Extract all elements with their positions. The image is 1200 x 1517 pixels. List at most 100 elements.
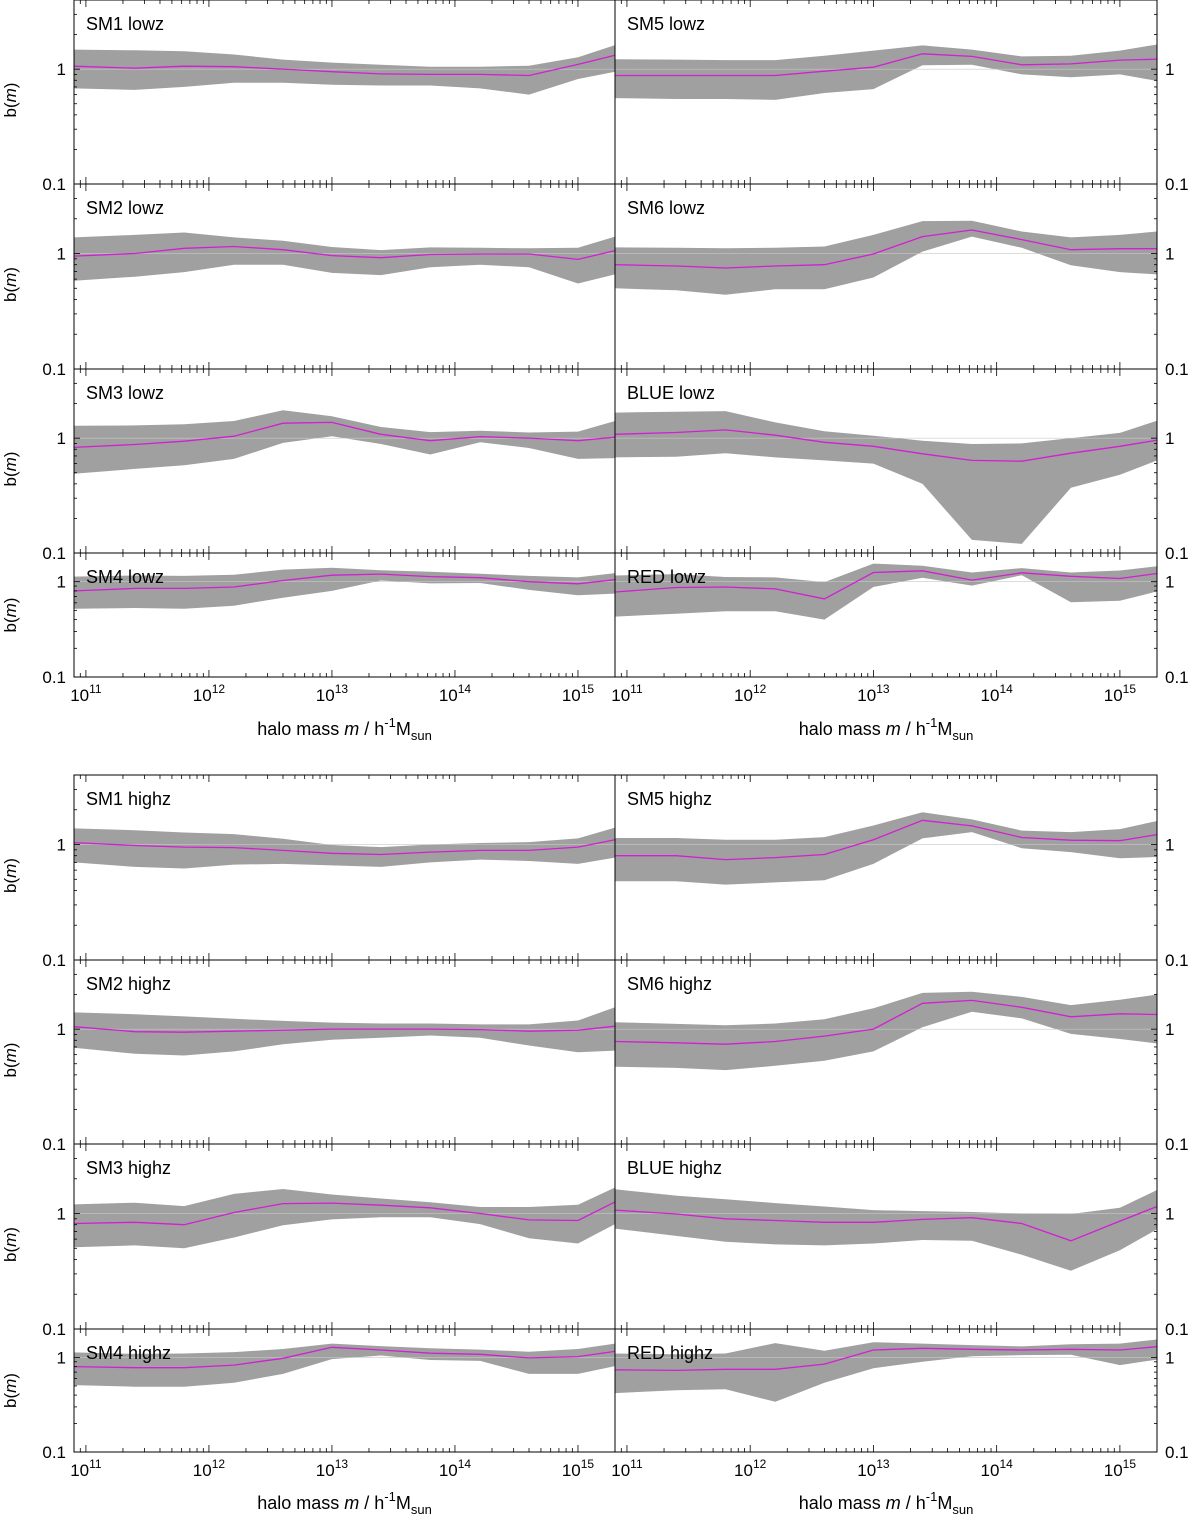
x-label-unit: / h (364, 719, 384, 739)
y-label-prefix: b( (1, 287, 20, 302)
x-tick-exp: 15 (581, 1457, 595, 1471)
x-label-text: halo mass (257, 719, 339, 739)
x-tick-exp: 11 (630, 1457, 643, 1471)
x-tick-exp: 14 (458, 682, 472, 696)
y-tick-label: 0.1 (1165, 951, 1189, 970)
y-tick-label: 0.1 (1165, 544, 1189, 563)
confidence-band (74, 232, 615, 284)
confidence-band (615, 563, 1157, 620)
panel-title: BLUE lowz (627, 383, 715, 403)
x-tick-label: 1015 (562, 682, 595, 705)
y-label-prefix: b( (1, 102, 20, 117)
x-axis-label: halo mass m / h-1Msun (257, 1489, 432, 1517)
x-tick-base: 10 (857, 1461, 876, 1480)
panel-title: SM2 highz (86, 974, 171, 994)
y-tick-label: 1 (57, 429, 66, 448)
panel: 1 0.1 SM6 lowz (614, 183, 1189, 379)
x-tick-label: 1015 (1104, 1457, 1137, 1480)
median-line (615, 53, 1158, 77)
panel: 1 0.1 b(m) SM2 highz (1, 959, 616, 1154)
y-label-suffix: ) (1, 83, 20, 89)
x-axis-label: halo mass m / h-1Msun (799, 715, 974, 743)
panel: 1 0.1 b(m) SM3 lowz (1, 368, 616, 563)
x-tick-base: 10 (611, 1461, 630, 1480)
x-axis-label: halo mass m / h-1Msun (257, 715, 432, 743)
x-tick-label: 1012 (193, 682, 226, 705)
y-label-prefix: b( (1, 1247, 20, 1262)
panel: 1 0.1 b(m) SM2 lowz (1, 183, 616, 379)
confidence-band (74, 45, 615, 95)
y-tick-label: 0.1 (42, 544, 66, 563)
y-tick-label: 0.1 (42, 1443, 66, 1462)
y-label-prefix: b( (1, 1393, 20, 1408)
panel-title: SM6 highz (627, 974, 712, 994)
x-label-sub: sun (952, 1502, 973, 1517)
x-label-unit: / h (364, 1493, 384, 1513)
x-tick-base: 10 (981, 686, 1000, 705)
panel-title: SM5 highz (627, 789, 712, 809)
y-label-var: m (1, 864, 20, 878)
confidence-band (615, 1189, 1157, 1271)
x-tick-base: 10 (734, 1461, 753, 1480)
y-tick-label: 1 (57, 245, 66, 264)
confidence-band (74, 1007, 615, 1056)
x-label-unit: / h (906, 719, 926, 739)
y-tick-label: 0.1 (1165, 1320, 1189, 1339)
y-tick-label: 1 (1165, 245, 1174, 264)
x-label-var: m (344, 1493, 359, 1513)
x-tick-base: 10 (1104, 686, 1123, 705)
x-tick-exp: 14 (458, 1457, 472, 1471)
x-tick-base: 10 (193, 686, 212, 705)
y-label-prefix: b( (1, 1062, 20, 1077)
x-tick-base: 10 (562, 686, 581, 705)
x-label-M: M (937, 719, 952, 739)
median-line (73, 421, 616, 449)
y-tick-label: 1 (57, 573, 66, 592)
x-label-exp: -1 (926, 1489, 938, 1504)
y-tick-label: 0.1 (42, 1135, 66, 1154)
x-tick-label: 1015 (1104, 682, 1137, 705)
panel-frame (614, 1328, 1158, 1453)
panel-title: SM1 highz (86, 789, 171, 809)
y-tick-label: 0.1 (42, 360, 66, 379)
panel: 1 0.1 b(m) SM3 highz (1, 1143, 616, 1339)
median-line (614, 229, 1157, 269)
x-axis-label: halo mass m / h-1Msun (799, 1489, 974, 1517)
x-tick-exp: 13 (876, 682, 890, 696)
x-tick-base: 10 (193, 1461, 212, 1480)
panel: 1 0.1 SM5 highz (614, 774, 1189, 970)
x-tick-exp: 11 (89, 682, 102, 696)
x-label-text: halo mass (799, 719, 881, 739)
y-tick-label: 0.1 (42, 668, 66, 687)
panel: 1 0.1 b(m) SM1 lowz (1, 0, 616, 194)
y-tick-label: 0.1 (42, 175, 66, 194)
median-line (73, 839, 616, 856)
panel: 1 0.1 SM6 highz (614, 959, 1189, 1154)
median-line (73, 1201, 616, 1226)
y-axis-label: b(m) (1, 598, 20, 633)
y-label-var: m (1, 273, 20, 287)
x-tick-label: 1013 (316, 682, 349, 705)
x-tick-base: 10 (611, 686, 630, 705)
median-line (73, 54, 616, 77)
y-axis-label: b(m) (1, 1227, 20, 1262)
confidence-band (74, 410, 615, 474)
panel-title: SM4 lowz (86, 567, 164, 587)
panel-title: SM5 lowz (627, 14, 705, 34)
y-tick-label: 0.1 (1165, 1443, 1189, 1462)
y-tick-label: 1 (1165, 1020, 1174, 1039)
panel-frame (614, 552, 1158, 678)
x-tick-exp: 12 (753, 682, 767, 696)
x-tick-label: 1012 (734, 1457, 767, 1480)
y-tick-label: 0.1 (1165, 668, 1189, 687)
y-label-suffix: ) (1, 1043, 20, 1049)
x-tick-exp: 14 (999, 682, 1013, 696)
y-axis-label: b(m) (1, 267, 20, 302)
panel-title: SM6 lowz (627, 198, 705, 218)
x-label-M: M (937, 1493, 952, 1513)
x-tick-base: 10 (562, 1461, 581, 1480)
x-tick-exp: 12 (753, 1457, 767, 1471)
